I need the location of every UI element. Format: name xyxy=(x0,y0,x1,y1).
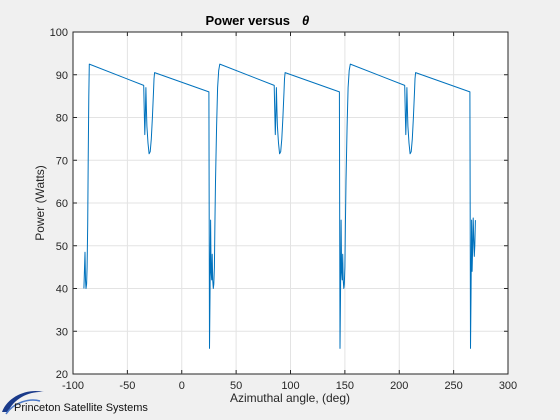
y-ticks: 20 30 40 50 60 70 80 90 100 xyxy=(50,27,508,381)
series-line xyxy=(83,63,476,349)
x-tick-label: 300 xyxy=(499,380,517,392)
x-tick-label: 200 xyxy=(390,380,408,392)
x-tick-label: 100 xyxy=(281,380,299,392)
data-series xyxy=(83,63,476,349)
y-tick-label: 50 xyxy=(56,241,68,253)
x-axis-label: Azimuthal angle, (deg) xyxy=(230,391,350,405)
chart-title-symbol: θ xyxy=(302,13,309,28)
x-tick-label: -100 xyxy=(62,380,84,392)
x-tick-label: 0 xyxy=(179,380,185,392)
x-ticks: -100 -50 0 50 100 150 200 250 300 xyxy=(62,32,517,392)
x-tick-label: 50 xyxy=(230,380,242,392)
y-tick-label: 60 xyxy=(56,198,68,210)
y-tick-label: 40 xyxy=(56,284,68,296)
company-logo: Princeton Satellite Systems xyxy=(2,390,148,415)
y-tick-label: 70 xyxy=(56,155,68,167)
x-tick-label: 250 xyxy=(444,380,462,392)
y-axis-label: Power (Watts) xyxy=(33,165,47,241)
logo-swoosh-icon xyxy=(2,390,44,412)
chart-title: Power versus xyxy=(205,13,290,28)
y-tick-label: 80 xyxy=(56,113,68,125)
y-tick-label: 20 xyxy=(56,369,68,381)
x-tick-label: -50 xyxy=(119,380,135,392)
x-tick-label: 150 xyxy=(336,380,354,392)
logo-swoosh-accent-icon xyxy=(5,399,41,415)
y-tick-label: 90 xyxy=(56,70,68,82)
company-name: Princeton Satellite Systems xyxy=(14,402,148,414)
y-tick-label: 100 xyxy=(50,27,68,39)
y-tick-label: 30 xyxy=(56,326,68,338)
